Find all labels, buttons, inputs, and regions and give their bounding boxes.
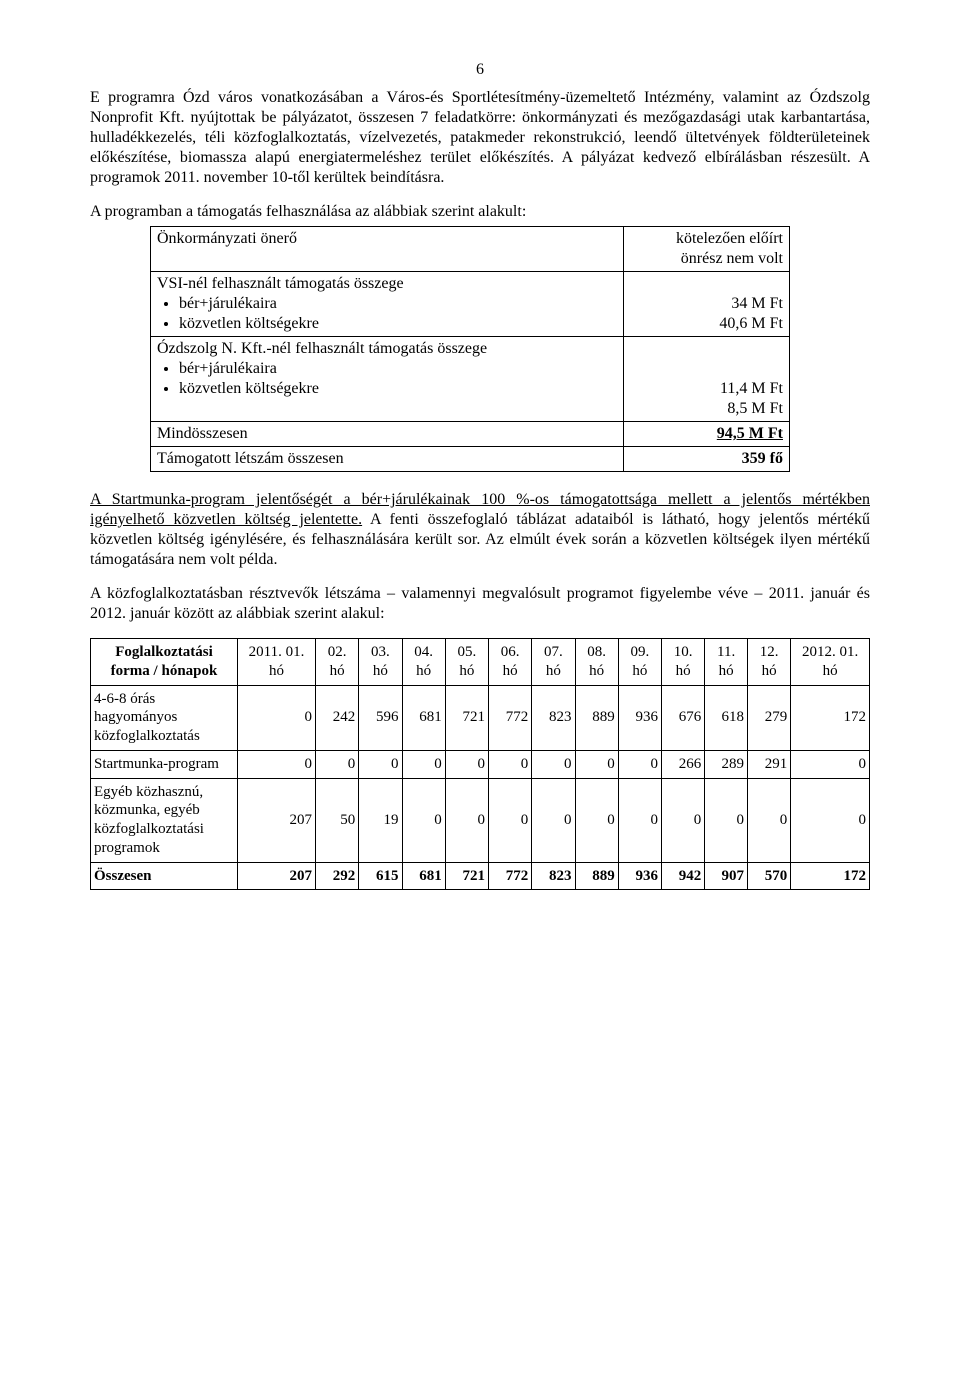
monthly-table: Foglalkoztatási forma / hónapok 2011. 01… [90, 638, 870, 890]
t2-cell: 618 [705, 685, 748, 750]
t2-total-cell: 681 [402, 862, 445, 890]
t2-total-cell: 721 [445, 862, 488, 890]
t2-cell: 676 [662, 685, 705, 750]
t1-r5-label: Támogatott létszám összesen [151, 447, 624, 472]
t1-r1-label: Önkormányzati önerő [151, 227, 624, 272]
t2-cell: 289 [705, 750, 748, 778]
t2-cell: 291 [748, 750, 791, 778]
monthly-table-header-row: Foglalkoztatási forma / hónapok 2011. 01… [91, 639, 870, 686]
t2-cell: 279 [748, 685, 791, 750]
t2-total-cell: 570 [748, 862, 791, 890]
t2-cell: 0 [575, 778, 618, 862]
t2-col-8: 09. hó [618, 639, 661, 686]
t2-cell: 889 [575, 685, 618, 750]
t2-total-cell: 907 [705, 862, 748, 890]
t1-r3-label: Ózdszolg N. Kft.-nél felhasznált támogat… [151, 337, 624, 422]
t2-total-cell: 942 [662, 862, 705, 890]
t1-r3-item1: bér+járulékaira [179, 359, 617, 379]
page-number: 6 [90, 60, 870, 80]
t2-col-10: 11. hó [705, 639, 748, 686]
t2-cell: 0 [316, 750, 359, 778]
t2-cell: 0 [575, 750, 618, 778]
t2-rowheader: Foglalkoztatási forma / hónapok [91, 639, 238, 686]
t2-cell: 0 [445, 778, 488, 862]
table-row-total: Összesen20729261568172177282388993694290… [91, 862, 870, 890]
t2-cell: 266 [662, 750, 705, 778]
table-row: Startmunka-program0000000002662892910 [91, 750, 870, 778]
t2-col-12: 2012. 01. hó [791, 639, 870, 686]
t2-cell: 207 [238, 778, 316, 862]
t2-cell: 721 [445, 685, 488, 750]
t2-total-label: Összesen [91, 862, 238, 890]
t2-cell: 596 [359, 685, 402, 750]
t1-r4-value: 94,5 M Ft [624, 422, 790, 447]
t2-col-2: 03. hó [359, 639, 402, 686]
t1-r2-value: 34 M Ft 40,6 M Ft [624, 272, 790, 337]
t2-total-cell: 936 [618, 862, 661, 890]
t2-cell: 0 [445, 750, 488, 778]
paragraph-2: A programban a támogatás felhasználása a… [90, 202, 870, 222]
t2-cell: 0 [532, 750, 575, 778]
t1-r1-value: kötelezően előírt önrész nem volt [624, 227, 790, 272]
t2-cell: 0 [618, 778, 661, 862]
t1-r3-item2: közvetlen költségekre [179, 379, 617, 399]
t2-cell: 19 [359, 778, 402, 862]
t2-col-0: 2011. 01. hó [238, 639, 316, 686]
table-row: 4-6-8 órás hagyományos közfoglalkoztatás… [91, 685, 870, 750]
t2-row-label: Egyéb közhasznú, közmunka, egyéb közfogl… [91, 778, 238, 862]
table-row: Egyéb közhasznú, közmunka, egyéb közfogl… [91, 778, 870, 862]
summary-table: Önkormányzati önerő kötelezően előírt ön… [150, 226, 790, 472]
t2-cell: 0 [791, 750, 870, 778]
t2-cell: 50 [316, 778, 359, 862]
t1-r2-label: VSI-nél felhasznált támogatás összege bé… [151, 272, 624, 337]
t1-r4-label: Mindösszesen [151, 422, 624, 447]
t1-r2-item1: bér+járulékaira [179, 294, 617, 314]
t2-col-9: 10. hó [662, 639, 705, 686]
t2-col-7: 08. hó [575, 639, 618, 686]
t2-cell: 0 [618, 750, 661, 778]
t2-total-cell: 292 [316, 862, 359, 890]
t1-r2-item2: közvetlen költségekre [179, 314, 617, 334]
t2-total-cell: 823 [532, 862, 575, 890]
paragraph-1: E programra Ózd város vonatkozásában a V… [90, 88, 870, 188]
t2-row-label: Startmunka-program [91, 750, 238, 778]
t2-cell: 0 [532, 778, 575, 862]
t2-col-4: 05. hó [445, 639, 488, 686]
t2-col-5: 06. hó [489, 639, 532, 686]
t2-total-cell: 772 [489, 862, 532, 890]
t2-col-11: 12. hó [748, 639, 791, 686]
t1-r3-value: 11,4 M Ft 8,5 M Ft [624, 337, 790, 422]
t2-row-label: 4-6-8 órás hagyományos közfoglalkoztatás [91, 685, 238, 750]
t2-cell: 242 [316, 685, 359, 750]
t2-cell: 0 [748, 778, 791, 862]
t2-cell: 0 [402, 750, 445, 778]
t2-cell: 0 [705, 778, 748, 862]
t2-col-1: 02. hó [316, 639, 359, 686]
t2-cell: 823 [532, 685, 575, 750]
t2-cell: 172 [791, 685, 870, 750]
t2-col-6: 07. hó [532, 639, 575, 686]
t2-cell: 0 [791, 778, 870, 862]
t2-col-3: 04. hó [402, 639, 445, 686]
t2-cell: 0 [662, 778, 705, 862]
t2-total-cell: 172 [791, 862, 870, 890]
t2-total-cell: 207 [238, 862, 316, 890]
t2-cell: 0 [489, 778, 532, 862]
t2-total-cell: 889 [575, 862, 618, 890]
t2-cell: 936 [618, 685, 661, 750]
t2-cell: 681 [402, 685, 445, 750]
t1-r5-value: 359 fő [624, 447, 790, 472]
t2-cell: 0 [489, 750, 532, 778]
paragraph-3: A Startmunka-program jelentőségét a bér+… [90, 490, 870, 570]
t2-cell: 0 [402, 778, 445, 862]
t2-total-cell: 615 [359, 862, 402, 890]
paragraph-4: A közfoglalkoztatásban résztvevők létszá… [90, 584, 870, 624]
t2-cell: 0 [359, 750, 402, 778]
t2-cell: 772 [489, 685, 532, 750]
t2-cell: 0 [238, 685, 316, 750]
t2-cell: 0 [238, 750, 316, 778]
